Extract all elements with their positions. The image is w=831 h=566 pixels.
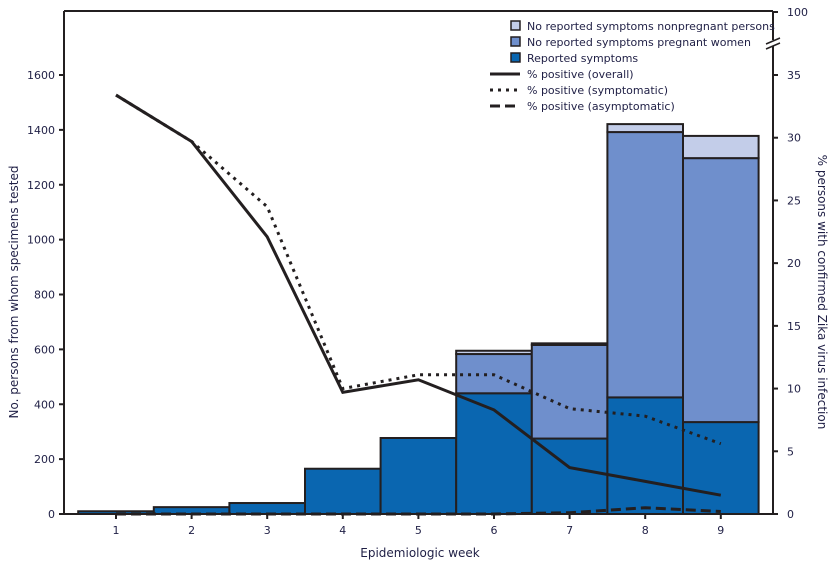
- y-tick-label: 0: [48, 508, 55, 521]
- legend-label: % positive (overall): [527, 68, 634, 81]
- legend-swatch: [510, 20, 521, 31]
- bar-pregnant: [682, 157, 760, 424]
- axis-break-mark: [765, 42, 781, 50]
- axis-break-mark: [765, 37, 781, 45]
- bar-pregnant: [606, 131, 685, 399]
- x-tick-label: 1: [113, 524, 120, 537]
- legend-label: No reported symptoms pregnant women: [527, 36, 751, 49]
- bar-reported: [304, 467, 382, 515]
- line-solid: [115, 93, 722, 497]
- bar-reported: [379, 436, 458, 516]
- bar-reported: [455, 392, 533, 515]
- bar-reported: [682, 421, 760, 516]
- y-right-tick-label: 15: [787, 320, 801, 333]
- y-right-tick-label: 100: [787, 6, 808, 19]
- y-tick-label: 400: [34, 398, 55, 411]
- legend-swatch: [510, 36, 521, 47]
- y-tick-label: 1000: [27, 234, 55, 247]
- y-right-tick-label: 5: [787, 445, 794, 458]
- y-right-tick-label: 30: [787, 132, 801, 145]
- y-right-axis-label: % persons with confirmed Zika virus infe…: [815, 155, 829, 430]
- legend-swatch: [510, 52, 521, 63]
- y-tick-label: 1200: [27, 179, 55, 192]
- y-right-tick-label: 0: [787, 508, 794, 521]
- bar-reported: [228, 502, 306, 515]
- y-right-tick-label: 25: [787, 194, 801, 207]
- legend-label: Reported symptoms: [527, 52, 638, 65]
- y-tick-label: 1400: [27, 124, 55, 137]
- bar-pregnant: [530, 343, 609, 440]
- axis-break-gap: [767, 40, 779, 46]
- x-tick-label: 9: [717, 524, 724, 537]
- x-tick-label: 3: [264, 524, 271, 537]
- legend-label: % positive (symptomatic): [527, 84, 668, 97]
- y-tick-label: 600: [34, 343, 55, 356]
- x-tick-label: 7: [566, 524, 573, 537]
- y-tick-label: 800: [34, 289, 55, 302]
- x-tick-label: 8: [642, 524, 649, 537]
- bar-nonpregnant: [682, 134, 760, 160]
- y-right-tick-label: 20: [787, 257, 801, 270]
- x-tick-label: 4: [339, 524, 346, 537]
- x-tick-label: 2: [188, 524, 195, 537]
- line-dotted: [115, 93, 722, 446]
- y-tick-label: 1600: [27, 69, 55, 82]
- bar-nonpregnant: [606, 123, 685, 134]
- x-axis-label: Epidemiologic week: [360, 546, 480, 560]
- y-tick-label: 200: [34, 453, 55, 466]
- x-tick-label: 6: [491, 524, 498, 537]
- y-axis-label: No. persons from whom specimens tested: [7, 166, 21, 419]
- bar-nonpregnant: [455, 349, 533, 356]
- bar-reported: [530, 437, 609, 515]
- x-tick-label: 5: [415, 524, 422, 537]
- y-right-tick-label: 35: [787, 69, 801, 82]
- legend-label: % positive (asymptomatic): [527, 100, 675, 113]
- bar-nonpregnant: [530, 342, 609, 346]
- legend-label: No reported symptoms nonpregnant persons: [527, 20, 775, 33]
- y-right-tick-label: 10: [787, 383, 801, 396]
